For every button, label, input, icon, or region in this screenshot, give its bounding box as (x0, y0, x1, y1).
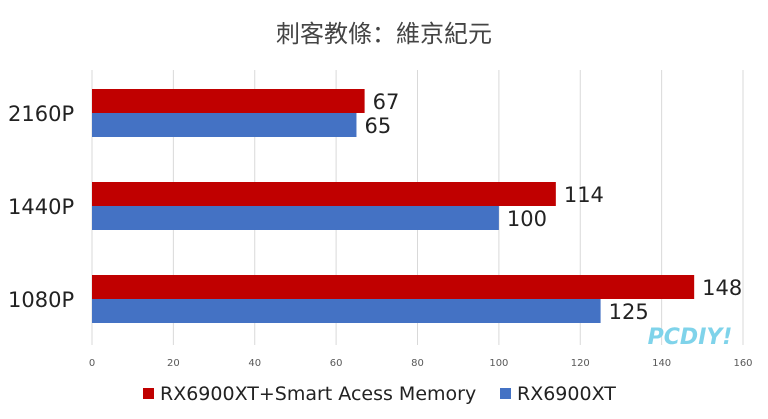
x-tick-label: 0 (89, 358, 95, 369)
bar (92, 275, 695, 299)
category-labels: 2160P 1440P 1080P (8, 102, 74, 312)
x-tick-label: 80 (411, 358, 424, 369)
watermark: PCDIY! (648, 325, 733, 350)
x-tick-labels: 0 20 40 60 80 100 120 140 160 (89, 358, 753, 369)
x-tick-label: 100 (489, 358, 508, 369)
x-tick-label: 160 (733, 358, 752, 369)
category-label: 1080P (8, 288, 74, 312)
x-tick-label: 120 (571, 358, 590, 369)
x-tick-label: 140 (652, 358, 671, 369)
data-label: 148 (702, 276, 742, 300)
x-tick-label: 60 (330, 358, 343, 369)
legend-label: RX6900XT+Smart Acess Memory (160, 383, 476, 405)
x-tick-label: 20 (167, 358, 180, 369)
category-label: 2160P (8, 102, 74, 126)
legend-swatch (500, 388, 511, 399)
data-label: 125 (609, 300, 649, 324)
data-label: 67 (373, 90, 400, 114)
legend-label: RX6900XT (517, 383, 616, 405)
data-label: 114 (564, 183, 604, 207)
bar (92, 89, 365, 113)
legend-swatch (143, 388, 154, 399)
bar (92, 182, 556, 206)
chart-title: 刺客教條：維京紀元 (276, 20, 492, 48)
x-tick-label: 40 (248, 358, 261, 369)
bar (92, 113, 357, 137)
legend: RX6900XT+Smart Acess Memory RX6900XT (143, 383, 616, 405)
category-label: 1440P (8, 195, 74, 219)
data-label: 65 (364, 114, 391, 138)
data-label: 100 (507, 207, 547, 231)
bar (92, 299, 601, 323)
bar (92, 206, 499, 230)
